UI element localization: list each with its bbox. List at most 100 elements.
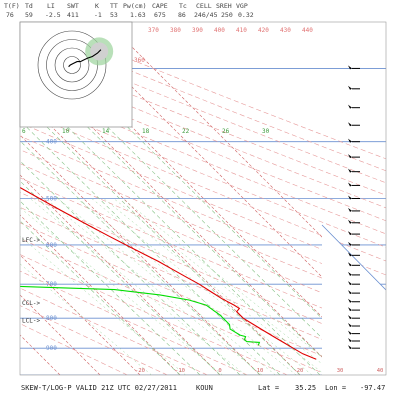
dry-adiabat-line	[20, 222, 368, 375]
mixing-ratio-label: 22	[182, 128, 190, 135]
dry-adiabat-line	[20, 47, 386, 196]
mixing-ratio-label: 26	[222, 128, 230, 135]
wind-barb-flag	[348, 195, 352, 200]
hodograph-ring	[54, 47, 90, 83]
header-label-td: Td	[25, 2, 33, 10]
plot-frame	[19, 21, 387, 376]
isentrope-label: 400	[214, 27, 225, 34]
temperature-tick-label: 20	[297, 368, 304, 374]
barb-panel-edge	[321, 224, 386, 291]
temperature-tick-label: -10	[175, 368, 185, 374]
mixing-ratio-label: 30	[262, 128, 270, 135]
wind-barb-flag	[348, 65, 352, 70]
header-label-k: K	[95, 2, 99, 10]
wind-barb-flag	[348, 122, 352, 127]
pressure-tick-label: 800	[46, 315, 57, 322]
dry-adiabat-line	[20, 59, 386, 209]
isentrope-label: 440	[302, 27, 313, 34]
wind-barb-flag	[348, 168, 352, 173]
wind-barb-flag	[348, 345, 352, 350]
wind-barb-flag	[348, 104, 352, 109]
wind-barb-flag	[348, 231, 352, 236]
dry-adiabat-line	[20, 270, 248, 375]
hodograph-trace	[68, 49, 102, 68]
dewpoint-trace	[20, 285, 261, 346]
mixing-ratio-label: 18	[142, 128, 150, 135]
header-value-vgp: 0.32	[238, 11, 254, 19]
header-value-tf: 76	[6, 11, 14, 19]
header-label-tt: TT	[110, 2, 118, 10]
pressure-tick-label: 600	[46, 242, 57, 249]
dry-adiabat-line	[20, 149, 386, 305]
isentrope-label: 430	[280, 27, 291, 34]
hodograph-ring	[63, 56, 81, 74]
level-marker-lfc: LFC->	[22, 237, 40, 244]
mixing-ratio-line	[122, 198, 346, 375]
moist-adiabat-line	[20, 79, 321, 375]
wind-barb-flag	[348, 219, 352, 224]
mixing-ratio-line	[113, 198, 337, 375]
temperature-tick-label: 0	[218, 368, 221, 374]
barb-panel-mask	[322, 225, 386, 375]
footer-lat: 35.25	[295, 384, 317, 392]
isentrope-label: 370	[148, 27, 159, 34]
wind-barb-flag	[348, 330, 352, 335]
header-value-li: -2.5	[45, 11, 61, 19]
header-value-td: 59	[25, 11, 33, 19]
header-value-sreh: 250	[221, 11, 233, 19]
wind-barb-flag	[348, 281, 352, 286]
footer-lat-label: Lat =	[258, 384, 280, 392]
level-marker-lcl: LCL->	[22, 318, 40, 325]
header-label-cape: CAPE	[152, 2, 168, 10]
header-value-tc: 86	[178, 11, 186, 19]
mixing-ratio-line	[20, 207, 223, 375]
hodograph-ring	[37, 30, 107, 100]
header-label-tf: T(F)	[4, 2, 20, 10]
dry-adiabat-line	[20, 287, 208, 375]
isotherm-line	[20, 374, 21, 375]
header-label-sreh: SREH	[216, 2, 232, 10]
level-marker-ccl: CCL->	[22, 300, 40, 307]
header-label-li: LI	[47, 2, 55, 10]
temperature-tick-label: 40	[377, 368, 384, 374]
wind-barb-flag	[348, 138, 352, 143]
moist-adiabat-line	[20, 200, 201, 375]
dry-adiabat-line	[20, 135, 386, 290]
mixing-ratio-line	[76, 198, 297, 375]
dry-adiabat-line	[20, 254, 288, 375]
footer-lon: -97.47	[360, 384, 386, 392]
wind-barb-flag	[348, 262, 352, 267]
dry-adiabat-line	[20, 305, 168, 375]
mixing-ratio-label: 10	[62, 128, 70, 135]
temperature-tick-label: 10	[257, 368, 264, 374]
dry-adiabat-line	[20, 177, 386, 335]
mixing-ratio-line	[45, 198, 263, 375]
mixing-ratio-line	[57, 198, 276, 375]
pressure-tick-label: 900	[46, 345, 57, 352]
wind-barb-flag	[348, 271, 352, 276]
pressure-tick-label: 400	[46, 139, 57, 146]
temperature-tick-label: 30	[337, 368, 344, 374]
wind-barb-flag	[348, 207, 352, 212]
isentrope-label: 380	[170, 27, 181, 34]
wind-barb-flag	[348, 290, 352, 295]
header-value-swt: 411	[67, 11, 79, 19]
isentrope-label: 410	[236, 27, 247, 34]
temperature-trace	[20, 186, 317, 360]
pressure-tick-label: 700	[46, 281, 57, 288]
dry-adiabat-line	[20, 71, 386, 222]
pressure-tick-label: 500	[46, 196, 57, 203]
isentrope-label: 420	[258, 27, 269, 34]
wind-barb-flag	[348, 85, 352, 90]
mixing-ratio-line	[29, 198, 246, 375]
header-label-vgp: VGP	[236, 2, 248, 10]
wind-barb-flag	[348, 323, 352, 328]
wind-barb-flag	[348, 154, 352, 159]
footer-lon-label: Lon =	[325, 384, 347, 392]
header-label-swt: SWT	[67, 2, 79, 10]
header-value-pw: 1.63	[130, 11, 146, 19]
moist-adiabat-line	[20, 120, 281, 375]
wind-barb-flag	[348, 307, 352, 312]
moist-adiabat-line	[20, 220, 181, 375]
